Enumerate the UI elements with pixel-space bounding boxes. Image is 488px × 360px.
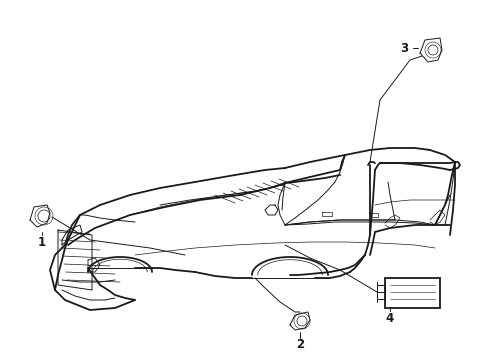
Text: 2: 2 <box>295 338 304 351</box>
Text: 1: 1 <box>38 235 46 248</box>
FancyBboxPatch shape <box>384 278 439 308</box>
Text: 4: 4 <box>385 311 393 324</box>
Text: 3: 3 <box>399 41 407 54</box>
